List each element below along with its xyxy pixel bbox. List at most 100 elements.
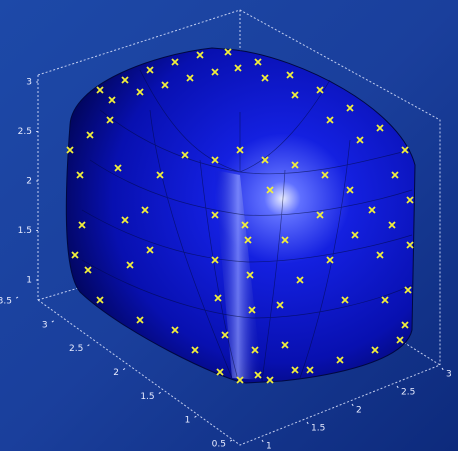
marker [96, 296, 104, 304]
marker [211, 68, 219, 76]
box-back [37, 9, 441, 366]
marker [368, 206, 376, 214]
marker [241, 221, 249, 229]
x-tick-label: 3 [42, 320, 48, 330]
marker [216, 368, 224, 376]
marker [224, 48, 232, 56]
marker [296, 276, 304, 284]
marker [316, 211, 324, 219]
tick-mark [306, 421, 309, 425]
x-tick-label: 1.5 [140, 392, 154, 402]
marker [236, 146, 244, 154]
marker [136, 316, 144, 324]
marker [171, 58, 179, 66]
marker [406, 241, 414, 249]
tick-mark [158, 391, 161, 394]
marker [211, 211, 219, 219]
marker [236, 376, 244, 384]
marker [376, 251, 384, 259]
marker [351, 231, 359, 239]
marker [191, 346, 199, 354]
marker [371, 346, 379, 354]
marker [254, 58, 262, 66]
marker [214, 294, 222, 302]
surface-highlight [214, 170, 262, 380]
marker [254, 371, 262, 379]
marker [196, 51, 204, 59]
marker [376, 124, 384, 132]
marker [326, 116, 334, 124]
marker [291, 161, 299, 169]
marker [346, 104, 354, 112]
tick-mark [122, 368, 126, 371]
y-tick-label: 1.5 [311, 424, 325, 434]
z-tick-label: 2.5 [18, 127, 32, 137]
y-tick-label: 3 [446, 370, 452, 380]
x-tick-label: 1 [185, 416, 191, 426]
marker [96, 86, 104, 94]
marker [146, 66, 154, 74]
marker [234, 64, 242, 72]
marker [316, 86, 324, 94]
tick-mark [441, 367, 444, 371]
marker [161, 81, 169, 89]
y-tick-label: 1 [266, 442, 272, 451]
marker [78, 221, 86, 229]
marker [76, 171, 84, 179]
x-tick-label: 3.5 [0, 297, 12, 307]
marker [246, 271, 254, 279]
tick-mark [351, 403, 354, 407]
x-tick-label: 2 [113, 368, 119, 378]
surface [65, 47, 416, 384]
marker [388, 221, 396, 229]
marker [266, 186, 274, 194]
marker [326, 256, 334, 264]
marker [186, 74, 194, 82]
marker [211, 256, 219, 264]
marker [106, 116, 114, 124]
marker [401, 321, 409, 329]
marker [84, 266, 92, 274]
marker [146, 246, 154, 254]
marker [126, 261, 134, 269]
marker [406, 196, 414, 204]
tick-mark [229, 439, 233, 442]
markers [66, 48, 414, 384]
box-floor [37, 299, 441, 446]
marker [121, 216, 129, 224]
marker [71, 251, 79, 259]
marker [266, 376, 274, 384]
tick-mark [194, 415, 197, 418]
z-tick-label: 2 [26, 177, 32, 187]
marker [251, 346, 259, 354]
marker [401, 146, 409, 154]
marker [341, 296, 349, 304]
y-tick-label: 2 [356, 406, 362, 416]
marker [336, 356, 344, 364]
tick-mark [261, 439, 264, 443]
marker [181, 151, 189, 159]
marker [244, 236, 252, 244]
marker [404, 286, 412, 294]
x-tick-label: 2.5 [69, 344, 83, 354]
marker [66, 146, 74, 154]
marker [261, 156, 269, 164]
marker [291, 366, 299, 374]
marker [114, 164, 122, 172]
y-tick-label: 2.5 [401, 388, 415, 398]
marker [121, 76, 129, 84]
marker [248, 306, 256, 314]
marker [291, 91, 299, 99]
tick-mark [51, 320, 54, 323]
marker [86, 131, 94, 139]
marker [171, 326, 179, 334]
marker [221, 331, 229, 339]
marker [276, 301, 284, 309]
z-tick-label: 1.5 [18, 226, 32, 236]
tick-mark [15, 296, 19, 299]
marker [261, 74, 269, 82]
marker [211, 156, 219, 164]
tick-mark [87, 344, 90, 347]
